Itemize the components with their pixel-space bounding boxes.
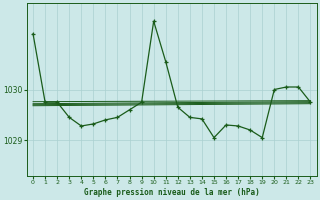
X-axis label: Graphe pression niveau de la mer (hPa): Graphe pression niveau de la mer (hPa) (84, 188, 260, 197)
